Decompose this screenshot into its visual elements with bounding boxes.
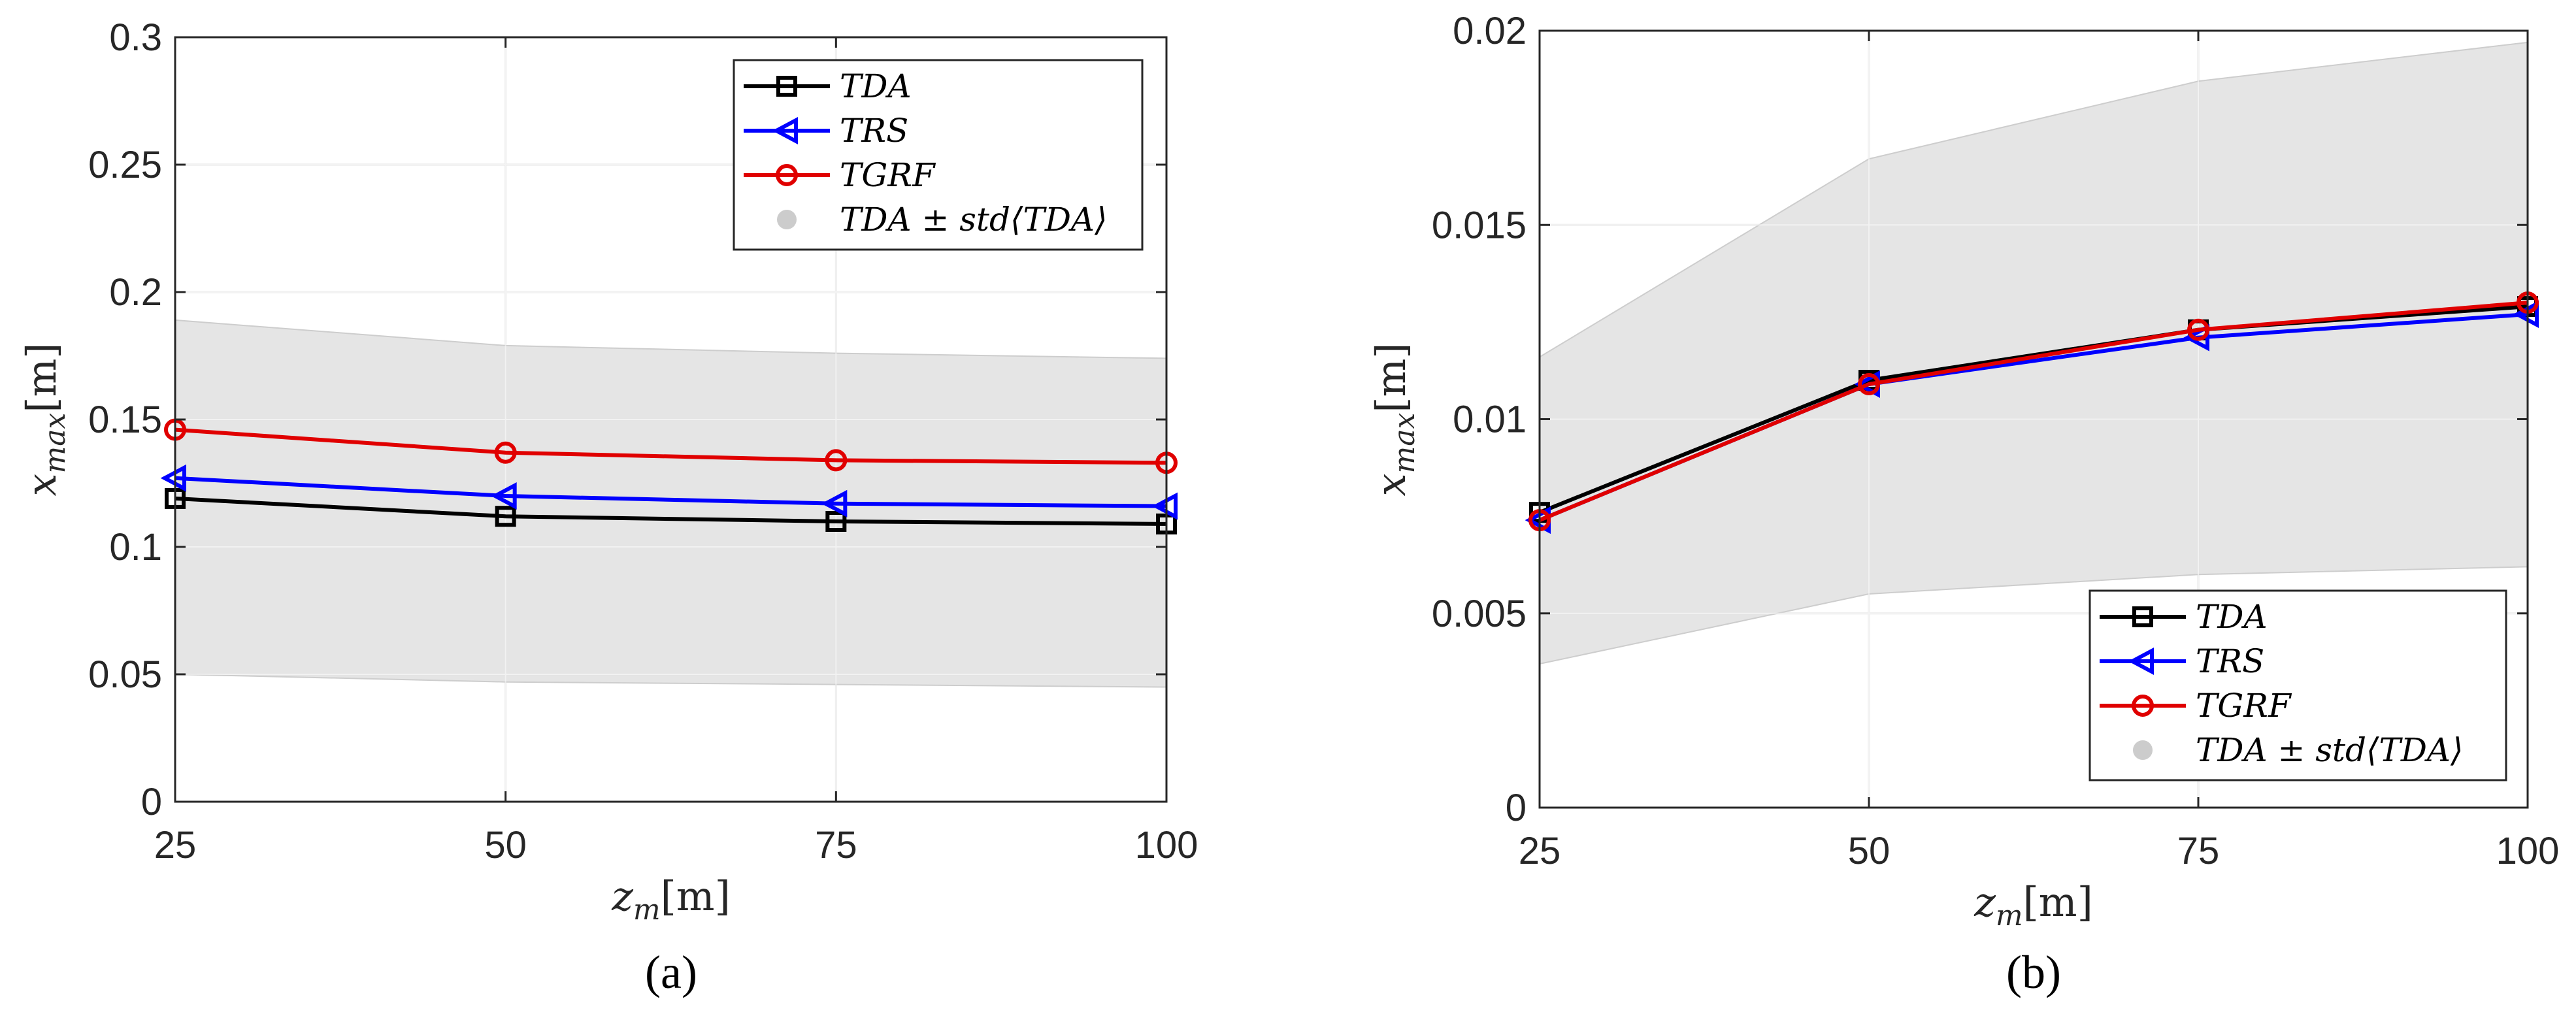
data-point-tgrf: [825, 449, 848, 472]
y-tick-label: 0.05: [88, 653, 162, 696]
x-tick-label: 75: [815, 824, 857, 866]
legend: TDA TRS TGRF TDA ± std⟨TDA⟩: [733, 59, 1144, 251]
legend-label-trs: TRS: [840, 112, 908, 150]
legend-label-tda: TDA: [840, 67, 912, 105]
legend-marker-tgrf: [776, 164, 798, 186]
y-axis-label-unit: [m]: [1367, 343, 1415, 413]
x-tick-label: 25: [154, 824, 197, 866]
data-point-tda: [825, 511, 847, 532]
y-tick-label: 0.015: [1432, 204, 1527, 246]
legend-label-band: TDA ± std⟨TDA⟩: [2196, 731, 2464, 769]
series-line-tgrf: [174, 427, 1167, 465]
x-axis-label: zm[m]: [1973, 878, 2093, 932]
y-tick-label: 0.3: [109, 16, 162, 59]
series-line-trs: [174, 476, 1167, 508]
legend-label-trs: TRS: [2196, 642, 2264, 680]
data-point-tda: [495, 506, 516, 527]
chart-panel-b: 25 50 75 10000.0050.010.0150.02zm[m]xmax[m]…: [1367, 10, 2559, 998]
legend-label-tda: TDA: [2196, 598, 2268, 636]
series-tgrf: [1528, 291, 2539, 532]
data-point-trs: [491, 482, 517, 510]
x-tick-label: 100: [1135, 824, 1198, 866]
y-tick-label: 0.15: [88, 399, 162, 441]
x-tick-label: 50: [1848, 830, 1891, 872]
y-tick-label: 0.1: [109, 526, 162, 568]
y-tick-label: 0.2: [109, 271, 162, 314]
y-axis-label-unit: [m]: [18, 343, 65, 413]
series-line-tda: [174, 496, 1167, 526]
y-axis-label-var: x: [1367, 473, 1415, 496]
panel-label: (a): [645, 946, 697, 998]
y-axis-label-sub: max: [1388, 413, 1421, 474]
y-axis-label: xmax[m]: [18, 343, 72, 497]
legend-marker-tda: [776, 76, 797, 97]
x-axis-label-unit: [m]: [2023, 878, 2093, 926]
x-axis-label-var: z: [1973, 878, 1996, 926]
x-axis-label-unit: [m]: [661, 872, 731, 920]
data-point-trs: [2183, 323, 2209, 352]
data-point-tgrf: [2187, 318, 2209, 341]
legend-label-tgrf: TGRF: [840, 156, 936, 194]
data-point-tgrf: [494, 441, 517, 464]
legend-marker-trs: [772, 117, 798, 144]
legend-label-band: TDA ± std⟨TDA⟩: [840, 201, 1108, 238]
x-tick-label: 100: [2496, 830, 2560, 872]
y-axis-label-sub: max: [39, 413, 72, 474]
legend-marker-trs: [2128, 648, 2154, 675]
legend-marker-tda: [2132, 606, 2153, 627]
x-axis-label: zm[m]: [611, 872, 731, 927]
y-axis-label: xmax[m]: [1367, 343, 1421, 497]
panel-label: (b): [2006, 946, 2061, 998]
chart-panel-a: 25 50 75 10000.050.10.150.20.250.3zm[m]xmax…: [18, 16, 1198, 998]
legend-box: [733, 59, 1144, 251]
legend-band-swatch: [2133, 740, 2153, 760]
legend-marker-tgrf: [2132, 695, 2154, 717]
y-tick-label: 0.01: [1453, 399, 1527, 441]
data-point-tgrf: [1858, 372, 1880, 395]
y-axis-label-var: x: [18, 473, 65, 496]
legend-label-tgrf: TGRF: [2196, 687, 2292, 725]
y-tick-label: 0.25: [88, 144, 162, 186]
y-tick-label: 0: [141, 781, 162, 823]
y-tick-label: 0.02: [1453, 10, 1527, 52]
x-axis-label-sub: m: [1996, 899, 2023, 932]
x-tick-label: 50: [484, 824, 527, 866]
data-point-trs: [821, 489, 848, 517]
legend-band-swatch: [777, 210, 797, 229]
x-tick-label: 25: [1519, 830, 1561, 872]
x-axis-label-sub: m: [633, 893, 661, 927]
x-axis-label-var: z: [611, 872, 633, 920]
y-tick-label: 0.005: [1432, 593, 1527, 635]
series-line-tgrf: [1538, 301, 2528, 522]
legend-box: [2089, 589, 2507, 781]
y-tick-label: 0: [1506, 787, 1527, 829]
x-tick-label: 75: [2177, 830, 2220, 872]
legend: TDA TRS TGRF TDA ± std⟨TDA⟩: [2089, 589, 2507, 781]
